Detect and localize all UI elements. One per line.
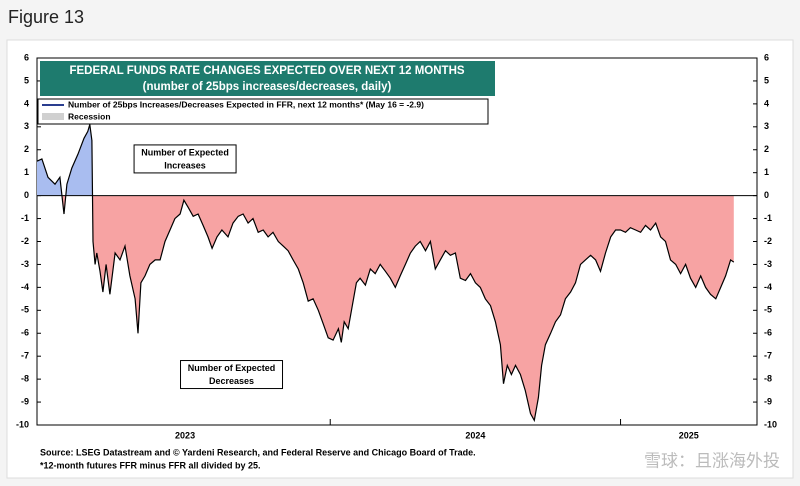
legend-label: Number of 25bps Increases/Decreases Expe…: [68, 99, 424, 109]
y-tick-label: -8: [21, 374, 29, 384]
y2-tick-label: 0: [764, 190, 769, 200]
legend-box: [37, 98, 489, 125]
y2-tick-label: -8: [764, 374, 772, 384]
annotation-text: Increases: [164, 160, 206, 170]
chart-title: FEDERAL FUNDS RATE CHANGES EXPECTED OVER…: [69, 65, 464, 77]
annotation-box: [133, 144, 237, 174]
y-tick-label: -6: [21, 328, 29, 338]
area-negative: [37, 195, 734, 421]
y-tick-label: 4: [24, 98, 29, 108]
x-tick-label: 2025: [679, 430, 699, 440]
y-tick-label: -9: [21, 396, 29, 406]
source-note: *12-month futures FFR minus FFR all divi…: [40, 460, 261, 470]
chart-subtitle: (number of 25bps increases/decreases, da…: [143, 81, 392, 93]
y2-tick-label: 4: [764, 98, 769, 108]
y2-tick-label: -3: [764, 259, 772, 269]
x-tick-label: 2023: [175, 430, 195, 440]
y-tick-label: -1: [21, 213, 29, 223]
y-tick-label: 6: [24, 52, 29, 62]
y2-tick-label: -6: [764, 328, 772, 338]
y2-tick-label: -10: [764, 419, 777, 429]
annotation-text: Number of Expected: [188, 363, 276, 373]
y-tick-label: -5: [21, 305, 29, 315]
source-note: Source: LSEG Datastream and © Yardeni Re…: [40, 447, 476, 457]
y2-tick-label: 5: [764, 75, 769, 85]
page-title: Figure 13: [8, 7, 84, 27]
y-tick-label: -3: [21, 259, 29, 269]
annotation-text: Decreases: [209, 376, 254, 386]
y2-tick-label: 6: [764, 52, 769, 62]
y2-tick-label: 2: [764, 144, 769, 154]
data-line: [36, 124, 735, 423]
y2-tick-label: -9: [764, 396, 772, 406]
y2-tick-label: -7: [764, 351, 772, 361]
y2-tick-label: -1: [764, 213, 772, 223]
watermark: 雪球：且涨海外投: [644, 451, 780, 470]
y-tick-label: -4: [21, 282, 29, 292]
y2-tick-label: -2: [764, 236, 772, 246]
x-tick-label: 2024: [465, 430, 485, 440]
y2-tick-label: -4: [764, 282, 772, 292]
y-tick-label: -7: [21, 351, 29, 361]
y-tick-label: 3: [24, 121, 29, 131]
y2-tick-label: 3: [764, 121, 769, 131]
legend-label: Recession: [68, 111, 111, 121]
y-tick-label: 2: [24, 144, 29, 154]
y2-tick-label: 1: [764, 167, 769, 177]
y-tick-label: 1: [24, 167, 29, 177]
y-tick-label: -10: [16, 419, 29, 429]
annotation-box: [180, 360, 284, 390]
title-box: [40, 61, 495, 96]
y-tick-label: 5: [24, 75, 29, 85]
y2-tick-label: -5: [764, 305, 772, 315]
y-tick-label: -2: [21, 236, 29, 246]
y-tick-label: 0: [24, 190, 29, 200]
annotation-text: Number of Expected: [141, 147, 229, 157]
legend-swatch-recession: [42, 113, 64, 120]
